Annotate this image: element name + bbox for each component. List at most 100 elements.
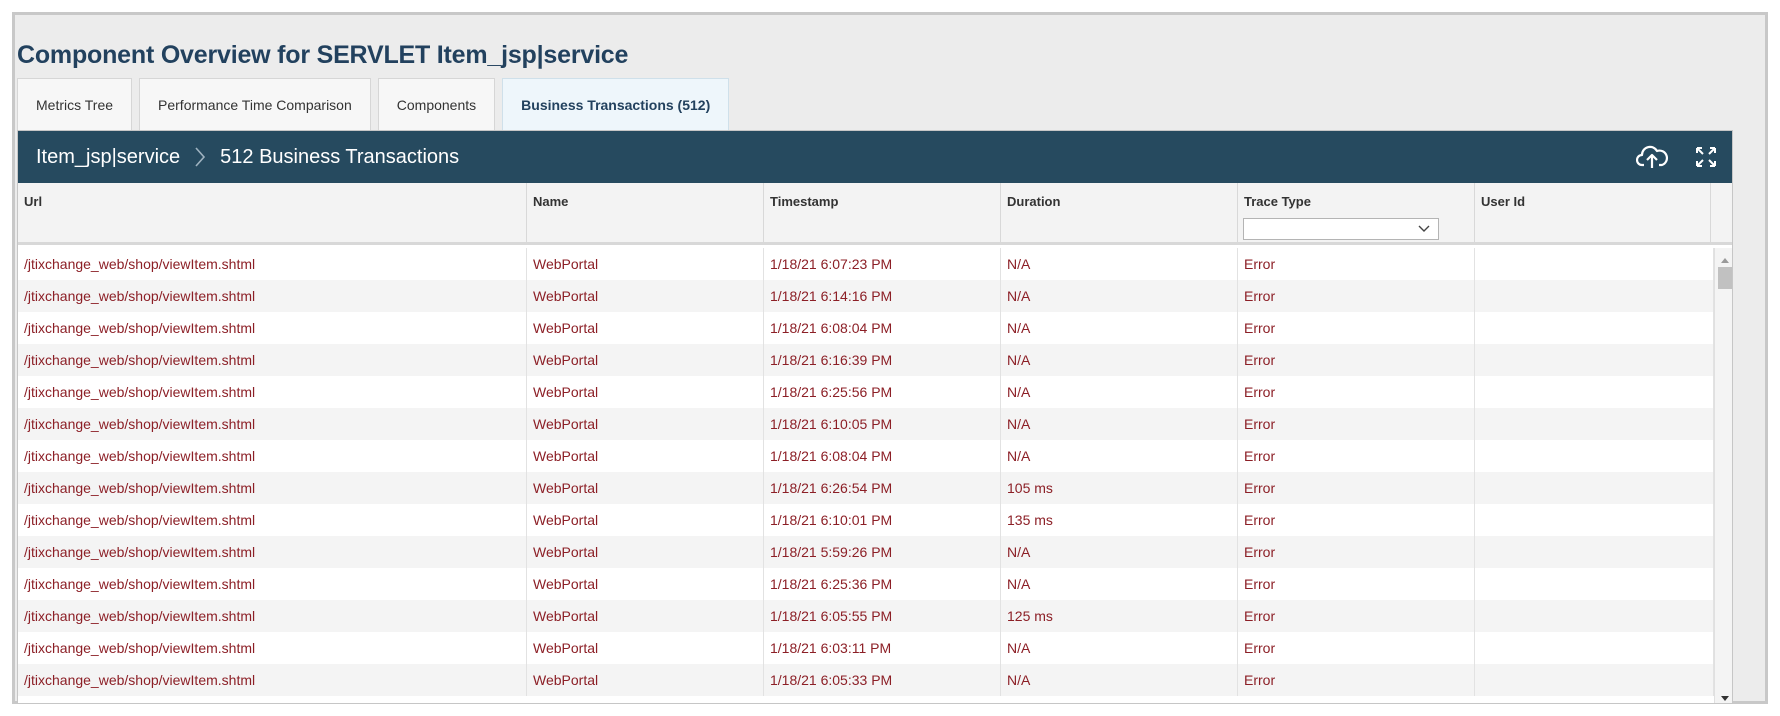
tab-performance-time-comparison[interactable]: Performance Time Comparison xyxy=(139,78,371,130)
table-row[interactable]: /jtixchange_web/shop/viewItem.shtml WebPo… xyxy=(18,632,1714,664)
cell-name: WebPortal xyxy=(527,440,764,472)
vertical-scrollbar[interactable] xyxy=(1714,248,1732,703)
cell-user-id xyxy=(1475,344,1714,376)
cell-trace-type: Error xyxy=(1238,504,1475,536)
cell-duration: N/A xyxy=(1001,280,1238,312)
cell-timestamp: 1/18/21 6:26:54 PM xyxy=(764,472,1001,504)
cell-name: WebPortal xyxy=(527,472,764,504)
cell-url: /jtixchange_web/shop/viewItem.shtml xyxy=(18,440,527,472)
cell-duration: N/A xyxy=(1001,664,1238,696)
cell-name: WebPortal xyxy=(527,568,764,600)
chevron-right-icon xyxy=(194,146,206,168)
cell-trace-type: Error xyxy=(1238,632,1475,664)
table-row[interactable]: /jtixchange_web/shop/viewItem.shtml WebPo… xyxy=(18,440,1714,472)
tab-components[interactable]: Components xyxy=(377,78,496,130)
cell-duration: 125 ms xyxy=(1001,600,1238,632)
cell-user-id xyxy=(1475,248,1714,280)
page-title: Component Overview for SERVLET Item_jsp|… xyxy=(17,41,629,69)
cell-url: /jtixchange_web/shop/viewItem.shtml xyxy=(18,312,527,344)
table-row[interactable]: /jtixchange_web/shop/viewItem.shtml WebPo… xyxy=(18,280,1714,312)
table-row[interactable]: /jtixchange_web/shop/viewItem.shtml WebPo… xyxy=(18,344,1714,376)
fullscreen-icon[interactable] xyxy=(1690,143,1722,171)
table-row[interactable]: /jtixchange_web/shop/viewItem.shtml WebPo… xyxy=(18,376,1714,408)
cell-trace-type: Error xyxy=(1238,344,1475,376)
table-row[interactable]: /jtixchange_web/shop/viewItem.shtml WebPo… xyxy=(18,504,1714,536)
table-row[interactable]: /jtixchange_web/shop/viewItem.shtml WebPo… xyxy=(18,600,1714,632)
column-header-user-id[interactable]: User Id xyxy=(1475,183,1711,242)
cell-timestamp: 1/18/21 6:08:04 PM xyxy=(764,312,1001,344)
cell-name: WebPortal xyxy=(527,664,764,696)
cell-url: /jtixchange_web/shop/viewItem.shtml xyxy=(18,536,527,568)
cell-trace-type: Error xyxy=(1238,664,1475,696)
tab-metrics-tree[interactable]: Metrics Tree xyxy=(17,78,133,130)
cell-trace-type: Error xyxy=(1238,312,1475,344)
cell-name: WebPortal xyxy=(527,280,764,312)
breadcrumb-item-transactions: 512 Business Transactions xyxy=(220,145,460,168)
column-header-duration[interactable]: Duration xyxy=(1001,183,1238,242)
cell-timestamp: 1/18/21 6:10:05 PM xyxy=(764,408,1001,440)
cell-timestamp: 1/18/21 6:05:55 PM xyxy=(764,600,1001,632)
cell-duration: N/A xyxy=(1001,440,1238,472)
tab-label: Performance Time Comparison xyxy=(158,96,352,113)
cell-trace-type: Error xyxy=(1238,568,1475,600)
table-row[interactable]: /jtixchange_web/shop/viewItem.shtml WebPo… xyxy=(18,312,1714,344)
cell-trace-type: Error xyxy=(1238,440,1475,472)
cell-user-id xyxy=(1475,568,1714,600)
breadcrumb-item-component[interactable]: Item_jsp|service xyxy=(36,145,181,168)
tab-label: Metrics Tree xyxy=(36,96,114,113)
cell-name: WebPortal xyxy=(527,312,764,344)
cell-timestamp: 1/18/21 6:10:01 PM xyxy=(764,504,1001,536)
cell-trace-type: Error xyxy=(1238,536,1475,568)
cell-url: /jtixchange_web/shop/viewItem.shtml xyxy=(18,632,527,664)
table-header: Url Name Timestamp Duration Trace Type U… xyxy=(18,183,1732,245)
cell-url: /jtixchange_web/shop/viewItem.shtml xyxy=(18,280,527,312)
cell-duration: N/A xyxy=(1001,312,1238,344)
cell-duration: N/A xyxy=(1001,632,1238,664)
cell-timestamp: 1/18/21 6:25:56 PM xyxy=(764,376,1001,408)
cell-name: WebPortal xyxy=(527,408,764,440)
tab-business-transactions[interactable]: Business Transactions (512) xyxy=(502,78,730,130)
cell-name: WebPortal xyxy=(527,536,764,568)
scroll-down-arrow-icon[interactable] xyxy=(1719,691,1731,701)
cell-name: WebPortal xyxy=(527,248,764,280)
cell-url: /jtixchange_web/shop/viewItem.shtml xyxy=(18,408,527,440)
table-row[interactable]: /jtixchange_web/shop/viewItem.shtml WebPo… xyxy=(18,472,1714,504)
cell-user-id xyxy=(1475,472,1714,504)
table-row[interactable]: /jtixchange_web/shop/viewItem.shtml WebPo… xyxy=(18,568,1714,600)
tab-label: Components xyxy=(396,96,477,113)
trace-type-filter-select[interactable] xyxy=(1243,218,1439,240)
cell-duration: N/A xyxy=(1001,376,1238,408)
scrollbar-thumb[interactable] xyxy=(1718,267,1732,289)
table-row[interactable]: /jtixchange_web/shop/viewItem.shtml WebPo… xyxy=(18,408,1714,440)
cell-user-id xyxy=(1475,632,1714,664)
cell-duration: 105 ms xyxy=(1001,472,1238,504)
cell-user-id xyxy=(1475,664,1714,696)
cell-timestamp: 1/18/21 6:07:23 PM xyxy=(764,248,1001,280)
cell-trace-type: Error xyxy=(1238,408,1475,440)
cell-user-id xyxy=(1475,504,1714,536)
cell-trace-type: Error xyxy=(1238,280,1475,312)
cell-duration: 135 ms xyxy=(1001,504,1238,536)
cell-name: WebPortal xyxy=(527,632,764,664)
panel-header: Item_jsp|service 512 Business Transactio… xyxy=(18,131,1732,183)
column-header-url[interactable]: Url xyxy=(18,183,527,242)
cell-timestamp: 1/18/21 6:25:36 PM xyxy=(764,568,1001,600)
column-header-name[interactable]: Name xyxy=(527,183,764,242)
table-row[interactable]: /jtixchange_web/shop/viewItem.shtml WebPo… xyxy=(18,664,1714,696)
cell-url: /jtixchange_web/shop/viewItem.shtml xyxy=(18,664,527,696)
business-transactions-panel: Item_jsp|service 512 Business Transactio… xyxy=(17,130,1733,704)
cell-user-id xyxy=(1475,536,1714,568)
cloud-upload-icon[interactable] xyxy=(1635,143,1669,171)
table-row[interactable]: /jtixchange_web/shop/viewItem.shtml WebPo… xyxy=(18,536,1714,568)
column-header-timestamp[interactable]: Timestamp xyxy=(764,183,1001,242)
column-header-trace-type-label[interactable]: Trace Type xyxy=(1244,194,1311,209)
table-row[interactable]: /jtixchange_web/shop/viewItem.shtml WebPo… xyxy=(18,248,1714,280)
cell-user-id xyxy=(1475,376,1714,408)
tab-label: Business Transactions (512) xyxy=(521,96,711,113)
cell-user-id xyxy=(1475,600,1714,632)
cell-duration: N/A xyxy=(1001,568,1238,600)
scroll-up-arrow-icon[interactable] xyxy=(1719,252,1731,263)
cell-name: WebPortal xyxy=(527,344,764,376)
cell-duration: N/A xyxy=(1001,408,1238,440)
cell-name: WebPortal xyxy=(527,504,764,536)
